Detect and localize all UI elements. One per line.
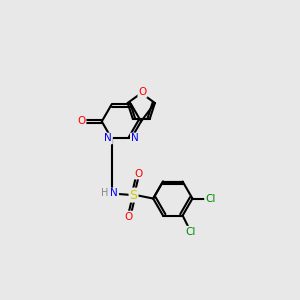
Text: O: O	[77, 116, 86, 127]
Text: N: N	[110, 188, 118, 199]
Text: O: O	[125, 212, 133, 222]
Text: H: H	[100, 188, 108, 199]
Text: N: N	[131, 134, 139, 143]
Text: O: O	[138, 87, 147, 97]
Text: O: O	[134, 169, 142, 178]
Text: Cl: Cl	[205, 194, 215, 203]
Text: Cl: Cl	[185, 227, 196, 237]
Text: S: S	[130, 189, 137, 202]
Text: N: N	[104, 134, 112, 143]
